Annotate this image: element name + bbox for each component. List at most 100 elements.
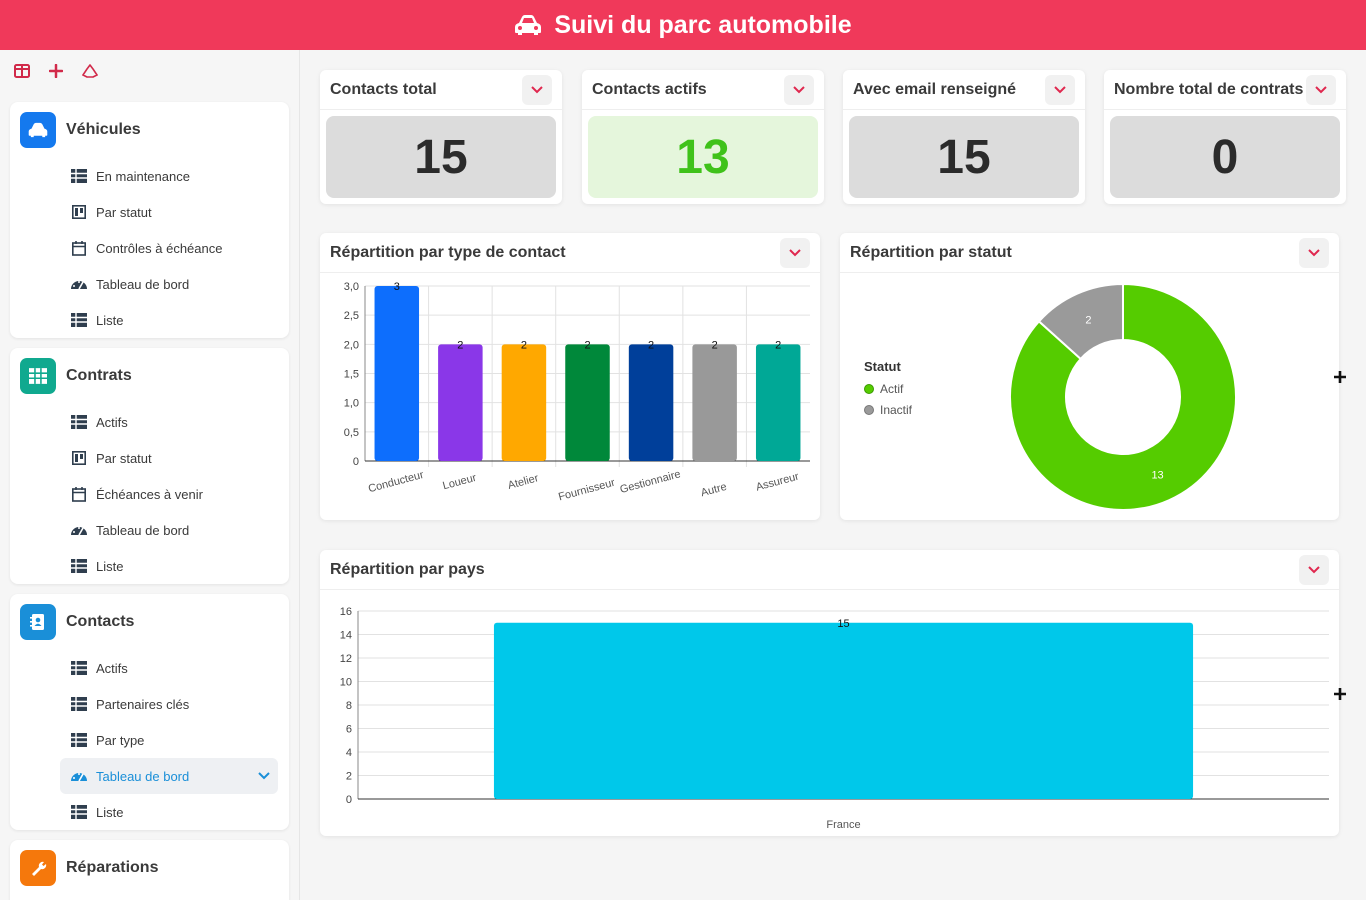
table-icon [70,659,88,677]
chevron-down-icon[interactable] [784,74,814,105]
sidebar-group-header-contrats[interactable]: Contrats [10,348,289,404]
sidebar-item-actifs[interactable]: Actifs [10,404,289,440]
sidebar-item-actifs[interactable]: Actifs [10,650,289,686]
sidebar: Véhicules En maintenance Par statut Cont… [0,50,300,900]
sidebar-item-liste[interactable]: Liste [10,794,289,830]
sidebar-item-label: Échéances à venir [96,486,203,502]
gauge-icon [70,767,88,785]
wrench-icon [20,850,56,886]
data-label: 2 [584,339,590,351]
gauge-icon [70,521,88,539]
card-header: Avec email renseigné [843,70,1085,110]
sidebar-group-reparations: Réparations [10,840,289,900]
bar [493,622,1194,799]
card-title: Contacts actifs [592,80,707,98]
sidebar-item-label: Actifs [96,414,128,430]
card-header: Contacts total [320,70,562,110]
sidebar-item-tableau-de-bord[interactable]: Tableau de bord [10,512,289,548]
y-tick-label: 2,0 [344,339,359,351]
data-label: 3 [394,281,400,293]
sidebar-item-label: Actifs [96,660,128,676]
card-header: Nombre total de contrats [1104,70,1346,110]
sidebar-group-title: Réparations [66,859,159,876]
sidebar-group-header-contacts[interactable]: Contacts [10,594,289,650]
y-tick-label: 3,0 [344,281,359,293]
sidebar-item-liste[interactable]: Liste [10,548,289,584]
recycle-icon[interactable] [80,61,100,81]
chevron-down-icon[interactable] [1306,74,1336,105]
y-tick-label: 14 [340,630,352,642]
sidebar-item-label: Tableau de bord [96,276,190,292]
card-header: Répartition par type de contact [320,233,820,273]
kpi-card-contacts-actifs: Contacts actifs 13 [582,70,824,204]
sidebar-item-echeances[interactable]: Échéances à venir [10,476,289,512]
sidebar-item-par-statut[interactable]: Par statut [10,440,289,476]
kpi-value: 15 [326,116,556,198]
y-tick-label: 6 [346,724,352,736]
add-widget-icon[interactable] [1327,364,1353,390]
chevron-down-icon[interactable] [1299,554,1329,585]
calendar-icon [70,485,88,503]
kpi-value: 13 [588,116,818,198]
sidebar-group-title: Véhicules [66,121,141,138]
chevron-down-icon[interactable] [1299,237,1329,268]
app-title: Suivi du parc automobile [554,10,852,39]
y-tick-label: 12 [340,653,352,665]
kpi-value: 0 [1110,116,1340,198]
bar [628,344,674,461]
chevron-down-icon[interactable] [522,74,552,105]
kanban-icon [70,203,88,221]
y-tick-label: 2,5 [344,310,359,322]
card-header: Répartition par statut [840,233,1339,273]
sidebar-item-tableau-de-bord[interactable]: Tableau de bord [10,266,289,302]
y-tick-label: 1,0 [344,398,359,410]
data-label: 13 [1151,470,1163,482]
y-tick-label: 0 [353,456,359,468]
sidebar-item-label: Liste [96,804,124,820]
y-tick-label: 0 [346,794,352,806]
card-title: Nombre total de contrats [1114,80,1304,98]
bar [755,344,801,461]
x-tick-label: Gestionnaire [619,468,682,496]
chevron-down-icon[interactable] [1045,74,1075,105]
add-widget-icon[interactable] [1327,681,1353,707]
bar [565,344,610,461]
sidebar-group-header-vehicules[interactable]: Véhicules [10,102,289,158]
panel-toggle-icon[interactable] [12,61,32,81]
sidebar-item-partenaires[interactable]: Partenaires clés [10,686,289,722]
sidebar-item-par-type[interactable]: Par type [10,722,289,758]
gauge-icon [70,275,88,293]
bar [438,344,483,461]
sidebar-item-label: Par statut [96,450,152,466]
legend-label: Inactif [880,403,913,417]
x-tick-label: France [826,819,860,831]
sidebar-item-liste[interactable]: Liste [10,302,289,338]
sidebar-item-en-maintenance[interactable]: En maintenance [10,158,289,194]
kpi-card-total-contrats: Nombre total de contrats 0 [1104,70,1346,204]
donut-slice [1037,282,1124,361]
x-tick-label: Conducteur [367,469,425,495]
x-tick-label: Atelier [507,472,541,492]
calendar-icon [70,239,88,257]
y-tick-label: 1,5 [344,369,359,381]
sidebar-item-label: Par type [96,732,145,748]
card-title: Répartition par type de contact [330,243,566,261]
app-header: Suivi du parc automobile [0,0,1366,50]
legend-item-actif[interactable]: Actif [864,382,912,396]
sidebar-group-header-reparations[interactable]: Réparations [10,840,289,896]
data-label: 2 [457,339,463,351]
table-icon [70,167,88,185]
kpi-value: 15 [849,116,1079,198]
legend-item-inactif[interactable]: Inactif [864,403,912,417]
y-tick-label: 10 [340,677,352,689]
y-tick-label: 2 [346,771,352,783]
bar [374,286,420,461]
sidebar-item-tableau-de-bord-active[interactable]: Tableau de bord [60,758,278,794]
chevron-down-icon[interactable] [780,237,810,268]
sidebar-item-par-statut[interactable]: Par statut [10,194,289,230]
car-icon [514,14,542,36]
add-icon[interactable] [46,61,66,81]
sidebar-item-controles[interactable]: Contrôles à échéance [10,230,289,266]
chart-card-type-contact: Répartition par type de contact 0 0,5 1,0 1… [320,233,820,520]
chevron-down-icon[interactable] [258,768,270,783]
